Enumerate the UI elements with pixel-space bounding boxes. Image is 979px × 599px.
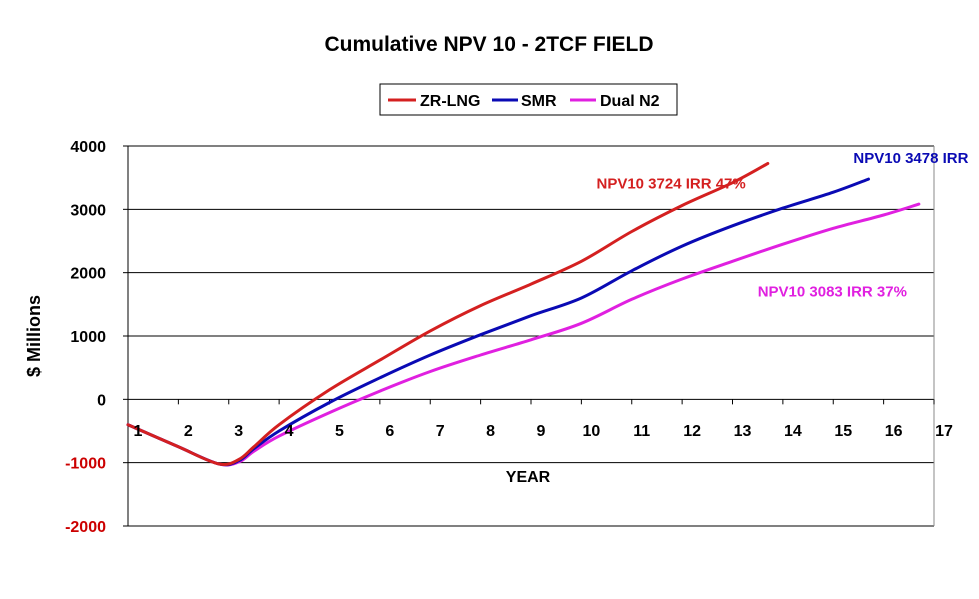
x-tick-label-3: 3 <box>234 423 243 440</box>
legend: ZR-LNG SMR Dual N2 <box>379 83 678 116</box>
x-tick-label-5: 5 <box>335 423 344 440</box>
y-tick-label--1000: -1000 <box>65 456 106 473</box>
gridlines <box>128 145 934 464</box>
y-tick-label-1000: 1000 <box>70 329 106 346</box>
legend-label-smr: SMR <box>521 93 557 110</box>
y-tick-label-3000: 3000 <box>70 202 106 219</box>
annotations: NPV10 3724 IRR 47% NPV10 3478 IRR NPV10 30… <box>596 150 968 301</box>
annotation-1: NPV10 3478 IRR <box>853 150 968 167</box>
y-tick-label-4000: 4000 <box>70 139 106 156</box>
x-tick-label-7: 7 <box>436 423 445 440</box>
x-tick-label-6: 6 <box>385 423 394 440</box>
axes <box>123 145 935 527</box>
y-tick-label-2000: 2000 <box>70 266 106 283</box>
series-line-smr <box>126 177 870 467</box>
y-tick-label-0: 0 <box>97 392 106 409</box>
x-tick-label-8: 8 <box>486 423 495 440</box>
series-line-zr-lng <box>126 162 770 467</box>
x-tick-label-14: 14 <box>784 423 802 440</box>
x-tick-labels: 1 2 3 4 5 6 7 8 9 10 11 12 13 14 15 16 17 <box>134 423 953 440</box>
x-tick-label-13: 13 <box>734 423 752 440</box>
x-tick-label-9: 9 <box>537 423 546 440</box>
y-tick-label--2000: -2000 <box>65 519 106 536</box>
x-tick-label-12: 12 <box>683 423 701 440</box>
chart-title: Cumulative NPV 10 - 2TCF FIELD <box>324 33 653 56</box>
y-tick-labels: 4000 3000 2000 1000 0 -1000 -2000 <box>65 139 106 536</box>
x-tick-label-10: 10 <box>582 423 600 440</box>
legend-box <box>379 83 678 116</box>
x-tick-label-17: 17 <box>935 423 953 440</box>
legend-label-dual-n2: Dual N2 <box>600 93 660 110</box>
y-axis-label: $ Millions <box>24 295 44 377</box>
legend-label-zr-lng: ZR-LNG <box>420 93 480 110</box>
x-tick-label-15: 15 <box>834 423 852 440</box>
x-tick-label-11: 11 <box>633 423 650 440</box>
annotation-0: NPV10 3724 IRR 47% <box>596 175 745 192</box>
x-tick-label-4: 4 <box>285 423 294 440</box>
x-tick-label-16: 16 <box>885 423 903 440</box>
x-axis-label: YEAR <box>506 469 551 486</box>
x-tick-label-2: 2 <box>184 423 193 440</box>
x-tick-label-1: 1 <box>134 423 143 440</box>
annotation-2: NPV10 3083 IRR 37% <box>758 284 907 301</box>
series-lines <box>126 162 921 467</box>
